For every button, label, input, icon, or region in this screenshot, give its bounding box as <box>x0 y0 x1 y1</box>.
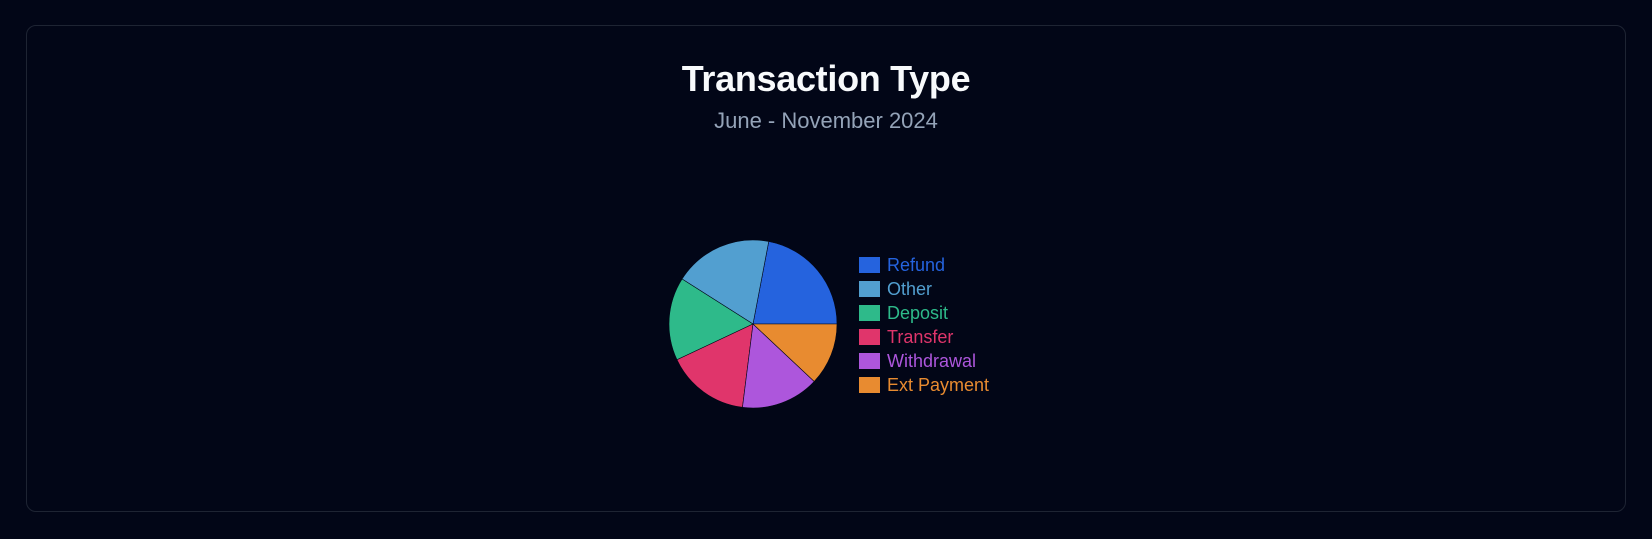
legend-item[interactable]: Refund <box>859 253 989 277</box>
legend-swatch <box>859 329 880 345</box>
pie-slice-deposit[interactable] <box>668 278 754 361</box>
legend-swatch <box>859 305 880 321</box>
legend-swatch <box>859 281 880 297</box>
legend-item[interactable]: Withdrawal <box>859 349 989 373</box>
pie-slice-transfer[interactable] <box>676 323 754 408</box>
pie-slice-refund[interactable] <box>752 241 838 325</box>
legend-item[interactable]: Other <box>859 277 989 301</box>
legend-label: Ext Payment <box>887 375 990 395</box>
chart-legend: Refund Other Deposit Transfer Withdrawal Ext … <box>859 253 989 397</box>
legend-label: Transfer <box>887 327 954 347</box>
legend-item[interactable]: Transfer <box>859 325 989 349</box>
pie-slice-other[interactable] <box>681 239 770 325</box>
pie-slice-ext-payment[interactable] <box>752 323 838 382</box>
legend-label: Refund <box>887 255 946 275</box>
legend-label: Withdrawal <box>887 351 977 371</box>
legend-swatch <box>859 353 880 369</box>
chart-card <box>26 25 1626 512</box>
legend-label: Deposit <box>887 303 949 323</box>
legend-item[interactable]: Deposit <box>859 301 989 325</box>
legend-swatch <box>859 377 880 393</box>
legend-swatch <box>859 257 880 273</box>
legend-label: Other <box>887 279 933 299</box>
chart-subtitle: June - November 2024 <box>714 108 938 133</box>
legend-item[interactable]: Ext Payment <box>859 373 989 397</box>
chart-title: Transaction Type <box>681 58 971 99</box>
pie-slices <box>668 239 838 409</box>
pie-slice-withdrawal[interactable] <box>742 323 815 409</box>
